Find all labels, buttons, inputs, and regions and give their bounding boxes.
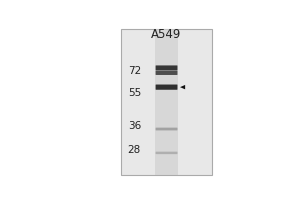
- FancyBboxPatch shape: [156, 71, 178, 75]
- Text: 36: 36: [128, 121, 141, 131]
- Text: A549: A549: [152, 28, 182, 41]
- FancyBboxPatch shape: [156, 65, 178, 70]
- Text: 28: 28: [128, 145, 141, 155]
- Bar: [155, 29, 178, 175]
- Bar: [121, 29, 212, 175]
- FancyBboxPatch shape: [156, 85, 178, 90]
- Polygon shape: [180, 85, 185, 89]
- Text: 55: 55: [128, 88, 141, 98]
- FancyBboxPatch shape: [156, 128, 178, 130]
- Text: 72: 72: [128, 66, 141, 76]
- FancyBboxPatch shape: [156, 152, 178, 154]
